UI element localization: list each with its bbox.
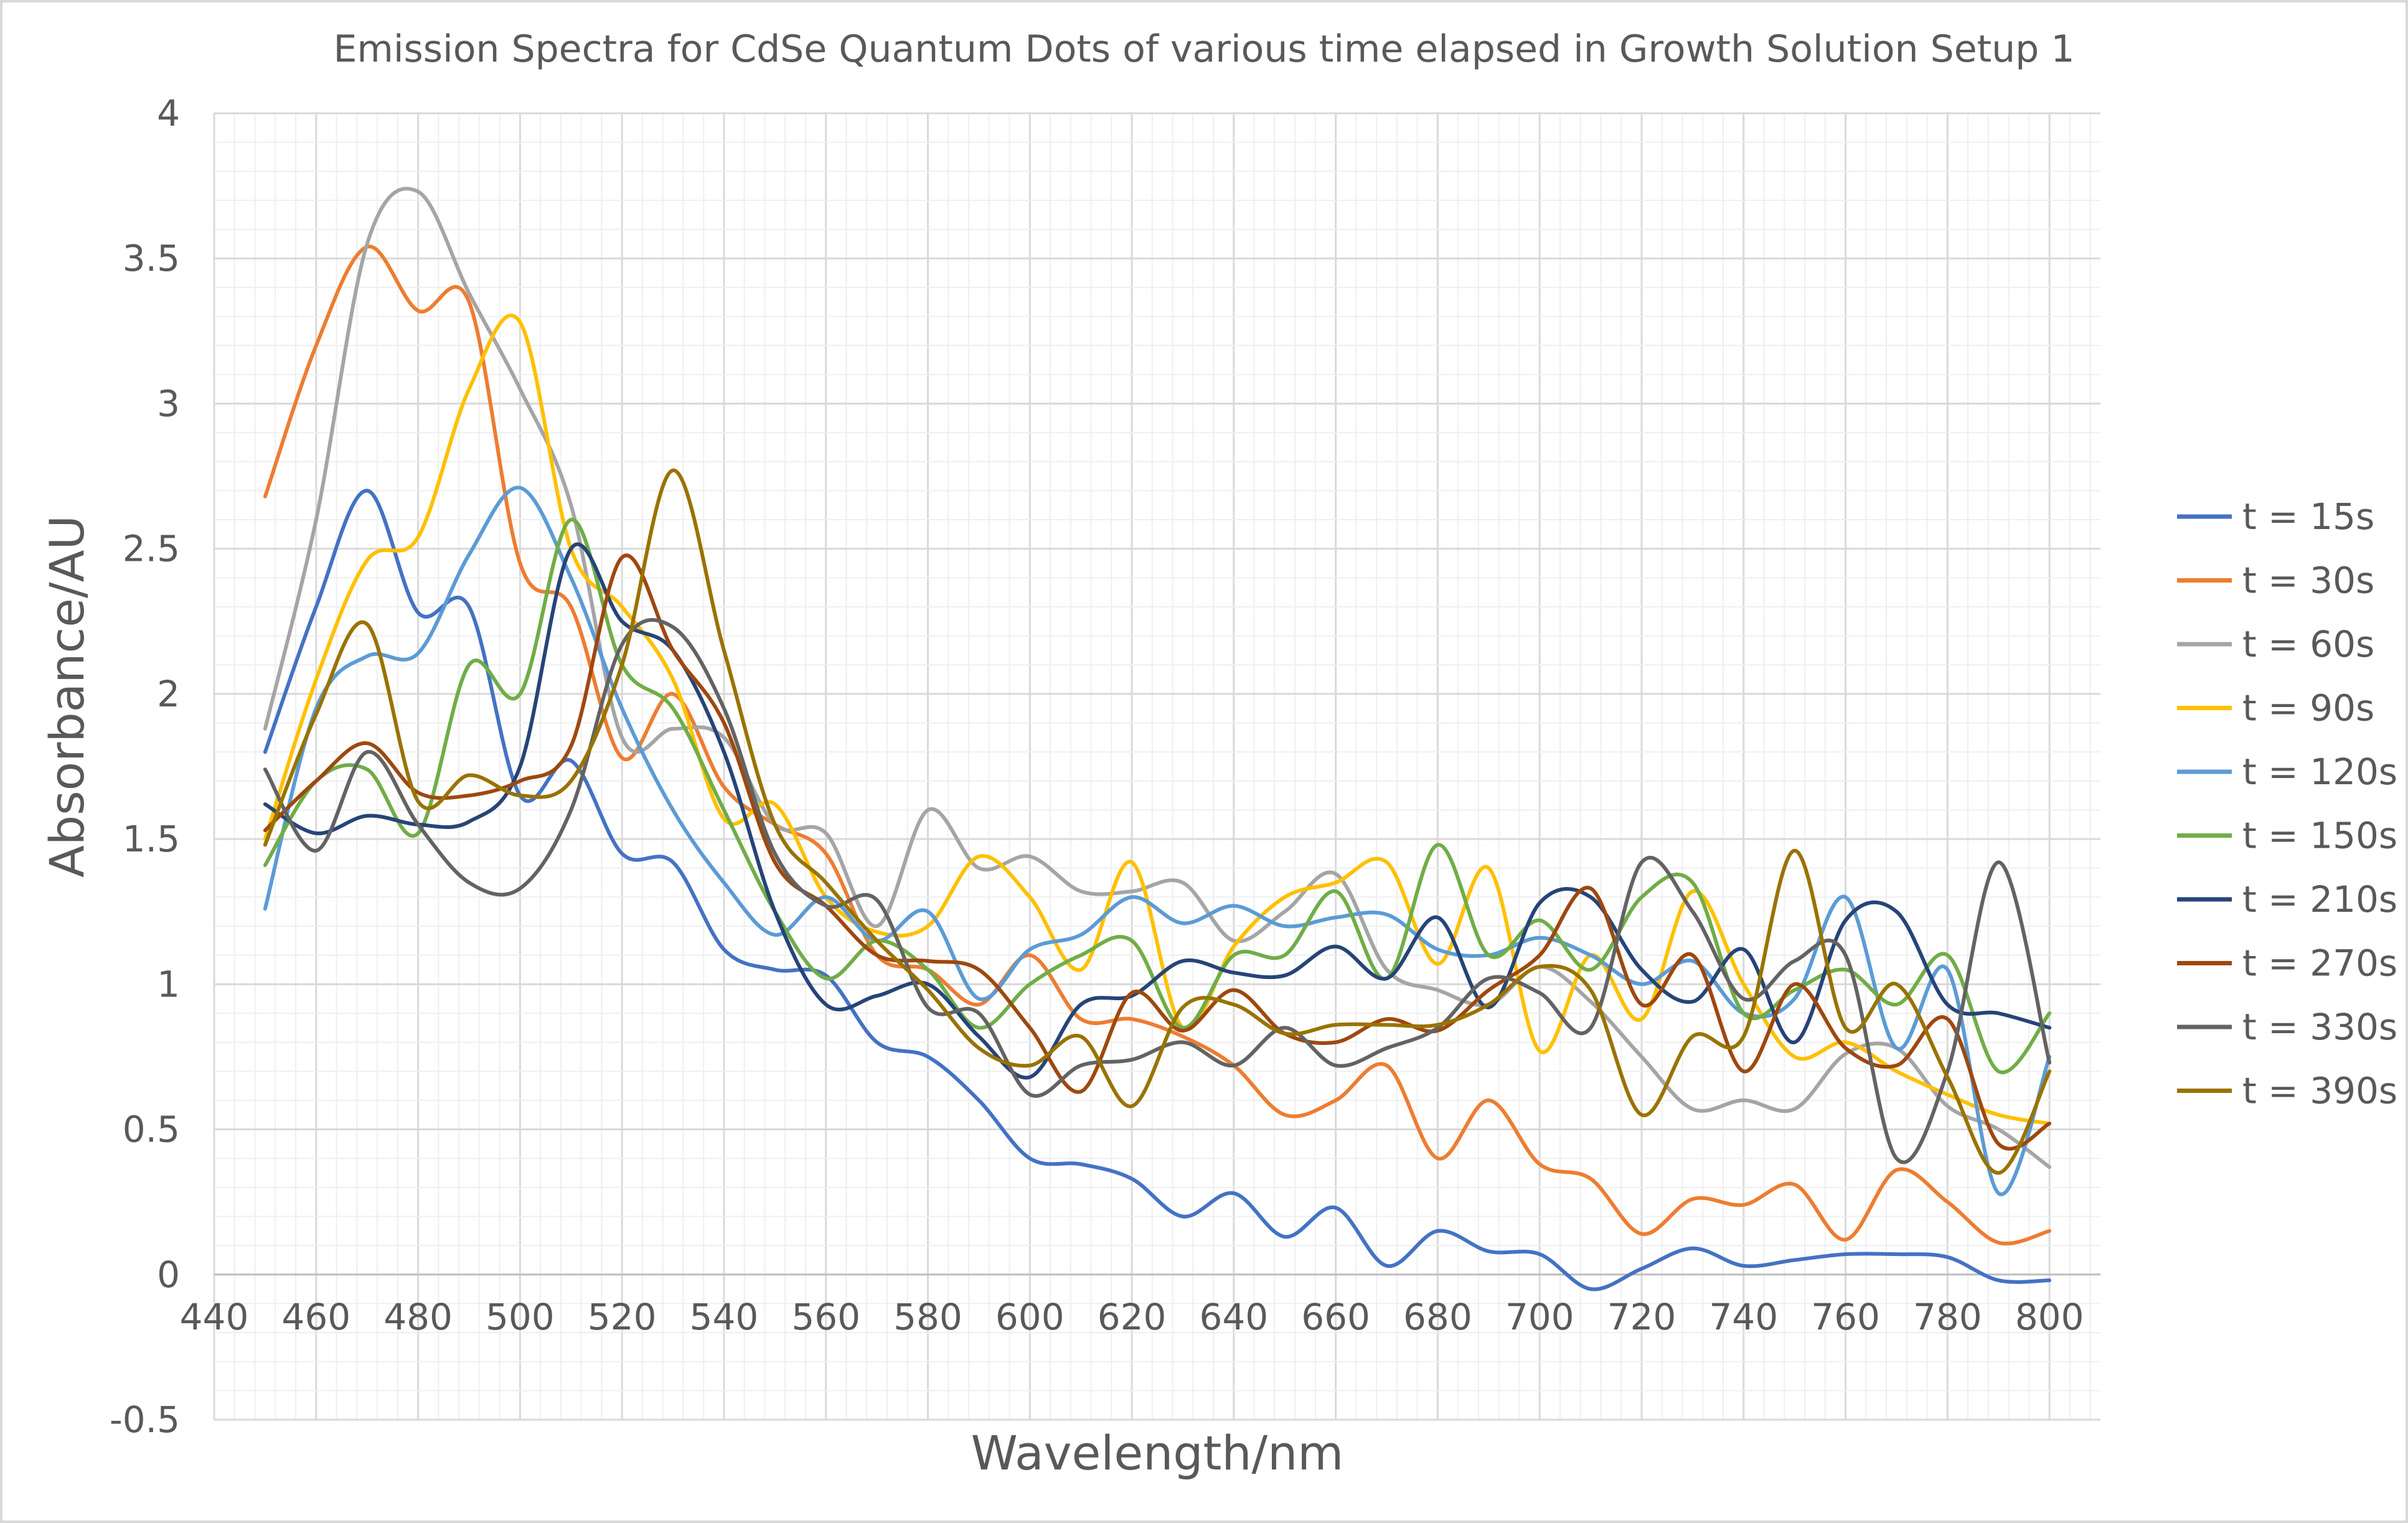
x-tick-label: 480	[383, 1296, 453, 1338]
y-tick-label: 0	[157, 1254, 180, 1296]
series-line-2	[263, 245, 2052, 1245]
series-line-5	[263, 485, 2052, 1197]
y-tick-label: 1.5	[123, 818, 180, 860]
legend-label: t = 90s	[2242, 687, 2374, 729]
y-tick-label: -0.5	[110, 1399, 180, 1441]
x-tick-label: 560	[791, 1296, 860, 1338]
x-tick-label: 540	[690, 1296, 759, 1338]
y-tick-label: 2	[157, 673, 180, 715]
axes: 440 460 480 500 520 540 560 580 600 620 640 660 680 7…	[110, 92, 2100, 1441]
x-tick-label: 760	[1811, 1296, 1880, 1338]
legend-label: t = 390s	[2242, 1070, 2397, 1112]
x-tick-label: 600	[995, 1296, 1065, 1338]
legend-label: t = 150s	[2242, 815, 2397, 857]
x-tick-label: 620	[1098, 1296, 1167, 1338]
legend-label: t = 60s	[2242, 623, 2374, 665]
series-line-1	[263, 489, 2052, 1291]
x-tick-label: 700	[1505, 1296, 1574, 1338]
x-tick-label: 460	[281, 1296, 350, 1338]
legend-label: t = 210s	[2242, 878, 2397, 921]
series-line-9	[263, 618, 2052, 1165]
x-tick-label: 520	[588, 1296, 657, 1338]
x-tick-label: 500	[486, 1296, 555, 1338]
series-line-7	[263, 542, 2052, 1080]
y-tick-label: 0.5	[123, 1108, 180, 1151]
legend-label: t = 270s	[2242, 942, 2397, 985]
x-tick-label: 640	[1199, 1296, 1268, 1338]
y-tick-label: 1	[157, 963, 180, 1005]
x-tick-label: 440	[180, 1296, 249, 1338]
series-line-4	[263, 314, 2052, 1126]
y-tick-label: 2.5	[123, 528, 180, 570]
series-line-8	[263, 553, 2052, 1151]
series-line-10	[263, 468, 2052, 1175]
legend-label: t = 15s	[2242, 495, 2374, 538]
y-tick-label: 3.5	[123, 237, 180, 279]
legend-label: t = 120s	[2242, 751, 2397, 793]
legend-label: t = 330s	[2242, 1006, 2397, 1048]
legend: t = 15s t = 30s t = 60s t = 90s t = 120s t = …	[2177, 495, 2397, 1112]
x-tick-label: 800	[2015, 1296, 2084, 1338]
y-axis-label: Absorbance/AU	[39, 515, 95, 878]
series-line-3	[263, 187, 2052, 1169]
x-tick-label: 660	[1301, 1296, 1370, 1338]
x-tick-label: 780	[1913, 1296, 1982, 1338]
legend-label: t = 30s	[2242, 560, 2374, 602]
x-axis-label: Wavelength/nm	[971, 1425, 1344, 1481]
grid	[213, 112, 2100, 1421]
x-tick-label: 680	[1403, 1296, 1472, 1338]
series-lines	[263, 187, 2052, 1291]
chart-title: Emission Spectra for CdSe Quantum Dots o…	[333, 27, 2074, 71]
y-tick-label: 3	[157, 382, 180, 424]
x-tick-label: 740	[1709, 1296, 1778, 1338]
x-tick-label: 580	[893, 1296, 962, 1338]
y-tick-label: 4	[157, 92, 180, 134]
x-tick-label: 720	[1607, 1296, 1677, 1338]
